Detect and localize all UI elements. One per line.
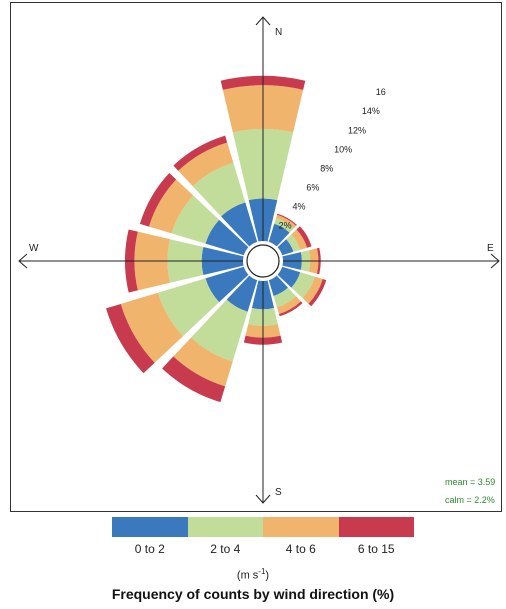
sector-240-bin-3 bbox=[106, 303, 155, 374]
legend-label-0: 0 to 2 bbox=[134, 542, 165, 556]
sector-150-bin-3 bbox=[279, 301, 303, 317]
legend-label-3: 6 to 15 bbox=[357, 542, 395, 556]
direction-label-N: N bbox=[275, 27, 282, 38]
sector-210-bin-1 bbox=[191, 299, 248, 362]
sector-120-bin-2 bbox=[302, 276, 323, 304]
sector-300-bin-2 bbox=[148, 179, 194, 234]
arrow-west bbox=[18, 253, 28, 269]
ring-label-16: 16 bbox=[376, 87, 386, 97]
sector-240-bin-2 bbox=[120, 292, 184, 363]
legend-label-1: 2 to 4 bbox=[210, 542, 241, 556]
sector-60-bin-0 bbox=[277, 239, 294, 256]
ring-label-10: 10% bbox=[334, 144, 352, 154]
speed-legend-labels: 0 to 2 2 to 4 4 to 6 6 to 15 bbox=[112, 542, 414, 556]
sector-120-bin-1 bbox=[291, 272, 315, 299]
sector-240-bin-1 bbox=[158, 278, 220, 337]
sector-330-bin-0 bbox=[221, 202, 258, 247]
compass-axes bbox=[18, 16, 500, 504]
wind-rose-chart: N E S W 2%4%6%8%10% 12% 14% 16 mean = 3.59 calm =… bbox=[18, 16, 500, 505]
wind-sectors bbox=[106, 75, 327, 403]
sector-330-bin-3 bbox=[173, 135, 228, 171]
sector-240-bin-0 bbox=[205, 266, 249, 303]
sector-210-bin-3 bbox=[162, 356, 226, 403]
sector-30-bin-0 bbox=[268, 223, 290, 247]
sector-60-bin-2 bbox=[291, 229, 307, 250]
sector-30-bin-2 bbox=[275, 214, 297, 229]
legend-label-2: 4 to 6 bbox=[285, 542, 316, 556]
sector-60-bin-1 bbox=[286, 234, 301, 252]
ring-label-4: 4% bbox=[292, 202, 305, 212]
sector-330-bin-2 bbox=[178, 142, 234, 187]
direction-label-S: S bbox=[275, 487, 282, 498]
sector-30-bin-1 bbox=[274, 218, 294, 233]
sector-120-bin-3 bbox=[308, 279, 327, 307]
sector-150-bin-1 bbox=[273, 287, 297, 308]
legend-swatch-0 bbox=[112, 517, 188, 537]
ring-label-8: 8% bbox=[320, 163, 333, 173]
units-exponent: -1 bbox=[258, 567, 266, 576]
speed-legend bbox=[112, 517, 414, 537]
units-close: ) bbox=[265, 569, 270, 582]
legend-swatch-3 bbox=[338, 517, 414, 537]
ring-label-6: 6% bbox=[306, 183, 319, 193]
calm-circle bbox=[246, 244, 280, 278]
arrow-south bbox=[255, 494, 271, 504]
mean-stat: mean = 3.59 bbox=[445, 477, 495, 487]
wind-rose-panel: N E S W 2% 4% 6% 8% 10% 12% 14% 16 mean = 3.59 calm =… bbox=[10, 2, 502, 512]
sector-300-bin-0 bbox=[205, 219, 249, 256]
sector-210-bin-2 bbox=[173, 337, 233, 387]
direction-label-E: E bbox=[487, 243, 494, 254]
sector-30-bin-3 bbox=[276, 213, 297, 226]
sector-150-bin-2 bbox=[276, 296, 301, 315]
ring-label-12: 12% bbox=[348, 125, 366, 135]
sector-120-bin-0 bbox=[277, 266, 301, 288]
sector-330-bin-1 bbox=[192, 162, 246, 217]
sector-300-bin-1 bbox=[171, 195, 220, 244]
sector-150-bin-0 bbox=[268, 275, 288, 296]
legend-swatch-1 bbox=[187, 517, 263, 537]
arrow-north bbox=[255, 16, 271, 26]
sector-300-bin-3 bbox=[139, 172, 177, 227]
calm-stat: calm = 2.2% bbox=[445, 495, 495, 505]
chart-labels: N E S W 2%4%6%8%10% 12% 14% 16 mean = 3.59 calm =… bbox=[29, 27, 495, 505]
ring-label-2: 2% bbox=[279, 221, 292, 231]
sector-210-bin-0 bbox=[226, 275, 258, 312]
direction-label-W: W bbox=[29, 243, 39, 254]
units-label: (m s-1) bbox=[0, 567, 506, 582]
ring-label-14: 14% bbox=[362, 106, 380, 116]
chart-title: Frequency of counts by wind direction (%… bbox=[111, 586, 395, 602]
arrow-east bbox=[490, 253, 500, 269]
units-base: (m s bbox=[236, 569, 259, 582]
legend-swatch-2 bbox=[263, 517, 339, 537]
sector-60-bin-3 bbox=[296, 226, 312, 248]
